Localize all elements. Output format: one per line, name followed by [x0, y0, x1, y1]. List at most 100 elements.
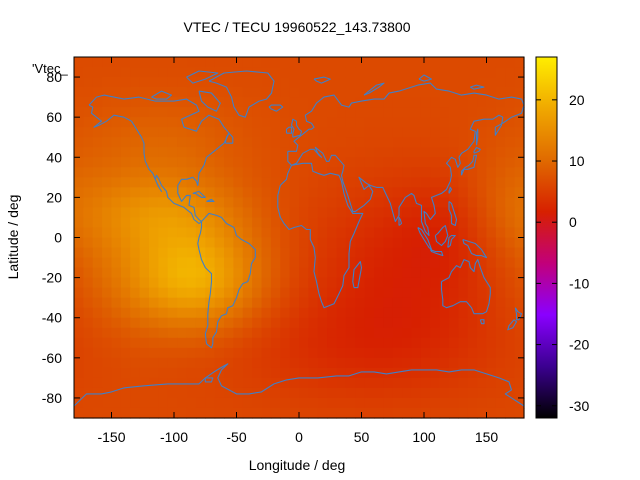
legend-key-label: 'Vtec_ [32, 61, 68, 76]
heatmap-cell [402, 327, 413, 339]
heatmap-cell [345, 327, 356, 339]
heatmap-cell [233, 107, 244, 118]
heatmap-cell [345, 227, 356, 239]
heatmap-cell [392, 217, 403, 229]
heatmap-cell [486, 287, 497, 299]
heatmap-cell [102, 367, 113, 379]
heatmap-cell [233, 407, 244, 419]
heatmap-cell [392, 67, 403, 78]
heatmap-cell [439, 347, 450, 359]
heatmap-cell [280, 357, 291, 369]
heatmap-cell [92, 177, 103, 188]
heatmap-cell [402, 377, 413, 389]
heatmap-cell [177, 187, 188, 198]
heatmap-cell [355, 217, 366, 229]
heatmap-cell [92, 167, 103, 178]
heatmap-cell [149, 217, 159, 229]
heatmap-cell [186, 327, 197, 339]
heatmap-cell [252, 177, 263, 188]
heatmap-cell [280, 397, 291, 409]
heatmap-cell [289, 317, 300, 329]
heatmap-cell [102, 137, 113, 148]
heatmap-cell [449, 67, 459, 78]
heatmap-cell [195, 57, 206, 68]
heatmap-cell [130, 147, 141, 158]
heatmap-cell [205, 177, 216, 188]
heatmap-cell [467, 277, 478, 289]
heatmap-cell [177, 67, 188, 78]
heatmap-cell [158, 277, 169, 289]
heatmap-cell [167, 207, 178, 219]
heatmap-cell [233, 147, 244, 158]
heatmap-cell [270, 197, 281, 209]
heatmap-cell [439, 67, 450, 78]
heatmap-cell [364, 227, 375, 239]
heatmap-cell [299, 387, 309, 399]
heatmap-cell [392, 367, 403, 379]
heatmap-cell [327, 187, 338, 198]
heatmap-cell [345, 267, 356, 279]
coastline-sulawesi [447, 234, 456, 248]
heatmap-cell [355, 207, 366, 219]
heatmap-cell [477, 307, 488, 319]
heatmap-cell [392, 327, 403, 339]
heatmap-cell [420, 217, 431, 229]
heatmap-cell [186, 277, 197, 289]
heatmap-cell [289, 147, 300, 158]
heatmap-cell [149, 97, 159, 108]
coastline-ellesmere-island [186, 70, 219, 84]
heatmap-cell [214, 297, 225, 309]
heatmap-cell [195, 207, 206, 219]
heatmap-cell [477, 97, 488, 108]
heatmap-cell [214, 317, 225, 329]
heatmap-cell [420, 397, 431, 409]
heatmap-cell [364, 197, 375, 209]
heatmap-cell [345, 367, 356, 379]
heatmap-cell [345, 277, 356, 289]
heatmap-cell [289, 227, 300, 239]
heatmap-cell [495, 207, 506, 219]
heatmap-cell [242, 117, 253, 128]
heatmap-cell [102, 147, 113, 158]
heatmap-cell [92, 257, 103, 269]
heatmap-cell [374, 317, 384, 329]
heatmap-cell [242, 367, 253, 379]
heatmap-cell [430, 327, 441, 339]
heatmap-cell [92, 407, 103, 419]
heatmap-cell [289, 287, 300, 299]
heatmap-cell [158, 187, 169, 198]
heatmap-cell [252, 227, 263, 239]
heatmap-cell [102, 217, 113, 229]
heatmap-cell [486, 377, 497, 389]
heatmap-cell [83, 107, 94, 118]
heatmap-cell [355, 187, 366, 198]
heatmap-cell [158, 167, 169, 178]
heatmap-cell [299, 127, 309, 138]
heatmap-cell [83, 277, 94, 289]
heatmap-cell [467, 247, 478, 259]
heatmap-cell [120, 67, 131, 78]
heatmap-cell [374, 407, 384, 419]
heatmap-cell [74, 197, 84, 209]
heatmap-cell [261, 357, 272, 369]
heatmap-cell [242, 57, 253, 68]
heatmap-cell [505, 97, 516, 108]
heatmap-cell [486, 147, 497, 158]
heatmap-cell [449, 267, 459, 279]
heatmap-cell [317, 67, 328, 78]
heatmap-cell [383, 77, 394, 88]
heatmap-cell [505, 297, 516, 309]
heatmap-cell [308, 87, 319, 98]
heatmap-cell [120, 57, 131, 68]
heatmap-cell [345, 87, 356, 98]
heatmap-cell [252, 257, 263, 269]
heatmap-cell [280, 317, 291, 329]
heatmap-cell [270, 147, 281, 158]
heatmap-cell [467, 117, 478, 128]
heatmap-cell [74, 167, 84, 178]
heatmap-cell [74, 287, 84, 299]
heatmap-cell [486, 307, 497, 319]
heatmap-cell [195, 177, 206, 188]
heatmap-cell [233, 207, 244, 219]
heatmap-cell [486, 237, 497, 249]
